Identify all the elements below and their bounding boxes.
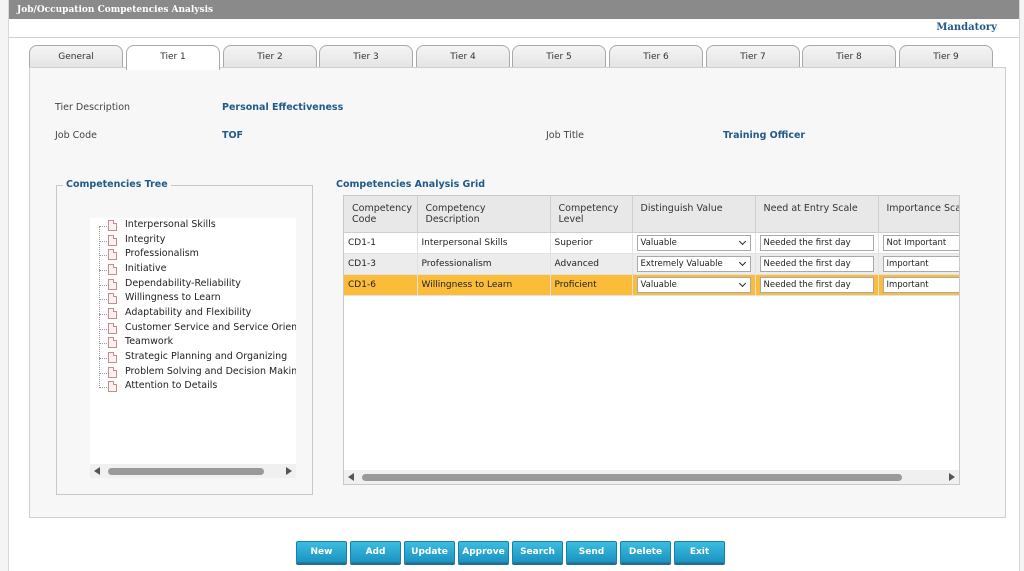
tab-tier-3[interactable]: Tier 3 bbox=[319, 45, 413, 68]
chevron-down-icon bbox=[738, 258, 746, 266]
importance-scale-field[interactable]: Important bbox=[882, 276, 959, 293]
competencies-grid-title: Competencies Analysis Grid bbox=[333, 179, 489, 190]
document-icon bbox=[108, 308, 117, 319]
tab-panel: Tier Description Personal Effectiveness … bbox=[29, 67, 1006, 518]
competencies-tree: Interpersonal Skills Integrity Professio… bbox=[90, 218, 296, 478]
window-title: Job/Occupation Competencies Analysis bbox=[9, 0, 1019, 19]
tier-description-label: Tier Description bbox=[55, 102, 131, 113]
tier-description-value: Personal Effectiveness bbox=[222, 102, 344, 113]
competency-description-cell: Willingness to Learn bbox=[417, 274, 551, 296]
document-icon bbox=[108, 279, 117, 290]
competency-code-cell: CD1-1 bbox=[344, 232, 418, 254]
tab-tier-5[interactable]: Tier 5 bbox=[512, 45, 606, 68]
competencies-tree-box: Interpersonal Skills Integrity Professio… bbox=[56, 185, 313, 495]
scroll-right-icon[interactable] bbox=[286, 467, 292, 475]
document-icon bbox=[108, 293, 117, 304]
distinguish-value-text: Valuable bbox=[640, 237, 677, 248]
column-header[interactable]: Competency Description bbox=[417, 196, 551, 233]
column-header[interactable]: Distinguish Value bbox=[632, 196, 756, 233]
importance-scale-field[interactable]: Not Important bbox=[882, 234, 959, 251]
column-header[interactable]: Competency Level bbox=[550, 196, 633, 233]
tab-general[interactable]: General bbox=[29, 45, 123, 68]
scroll-right-icon[interactable] bbox=[949, 473, 955, 481]
search-button[interactable]: Search bbox=[512, 541, 563, 563]
document-icon bbox=[108, 381, 117, 392]
scroll-thumb[interactable] bbox=[108, 468, 264, 475]
competency-level-cell: Advanced bbox=[550, 253, 633, 275]
entry-scale-field[interactable]: Needed the first day bbox=[759, 234, 874, 251]
grid-scrollbar[interactable] bbox=[344, 470, 959, 484]
document-icon bbox=[108, 220, 117, 231]
approve-button[interactable]: Approve bbox=[458, 541, 509, 563]
scroll-left-icon[interactable] bbox=[348, 473, 354, 481]
competencies-tree-title: Competencies Tree bbox=[63, 179, 171, 190]
competency-level-cell: Proficient bbox=[550, 274, 633, 296]
update-button[interactable]: Update bbox=[404, 541, 455, 563]
distinguish-value-text: Valuable bbox=[640, 279, 677, 290]
job-title-label: Job Title bbox=[546, 130, 585, 141]
new-button[interactable]: New bbox=[296, 541, 347, 563]
competency-description-cell: Professionalism bbox=[417, 253, 551, 275]
job-code-value: TOF bbox=[222, 130, 244, 141]
tree-connector bbox=[99, 226, 100, 388]
competency-code-cell: CD1-3 bbox=[344, 253, 418, 275]
document-icon bbox=[108, 367, 117, 378]
header-divider bbox=[9, 37, 1019, 38]
tab-tier-4[interactable]: Tier 4 bbox=[416, 45, 510, 68]
send-button[interactable]: Send bbox=[566, 541, 617, 563]
tab-tier-6[interactable]: Tier 6 bbox=[609, 45, 703, 68]
document-icon bbox=[108, 249, 117, 260]
entry-scale-field[interactable]: Needed the first day bbox=[759, 276, 874, 293]
document-icon bbox=[108, 352, 117, 363]
column-header[interactable]: Need at Entry Scale bbox=[755, 196, 879, 233]
delete-button[interactable]: Delete bbox=[620, 541, 671, 563]
tree-scrollbar[interactable] bbox=[90, 464, 296, 478]
main-window: Job/Occupation Competencies Analysis Man… bbox=[8, 0, 1020, 571]
tab-tier-2[interactable]: Tier 2 bbox=[223, 45, 317, 68]
job-title-value: Training Officer bbox=[723, 130, 806, 141]
table-row[interactable]: CD1-3 Professionalism Advanced Extremely… bbox=[344, 253, 959, 275]
tab-tier-8[interactable]: Tier 8 bbox=[802, 45, 896, 68]
tab-tier-1[interactable]: Tier 1 bbox=[126, 45, 220, 70]
chevron-down-icon bbox=[738, 237, 746, 245]
table-row-selected[interactable]: CD1-6 Willingness to Learn Proficient Va… bbox=[344, 274, 959, 296]
distinguish-value-select[interactable]: Valuable bbox=[636, 276, 751, 293]
competency-description-cell: Interpersonal Skills bbox=[417, 232, 551, 254]
exit-button[interactable]: Exit bbox=[674, 541, 725, 563]
tab-tier-7[interactable]: Tier 7 bbox=[706, 45, 800, 68]
document-icon bbox=[108, 235, 117, 246]
document-icon bbox=[108, 323, 117, 334]
distinguish-value-text: Extremely Valuable bbox=[640, 258, 723, 269]
add-button[interactable]: Add bbox=[350, 541, 401, 563]
document-icon bbox=[108, 337, 117, 348]
tab-tier-9[interactable]: Tier 9 bbox=[899, 45, 993, 68]
distinguish-value-select[interactable]: Extremely Valuable bbox=[636, 255, 751, 272]
column-header[interactable]: Competency Code bbox=[344, 196, 418, 233]
scroll-thumb[interactable] bbox=[362, 474, 902, 481]
distinguish-value-select[interactable]: Valuable bbox=[636, 234, 751, 251]
importance-scale-field[interactable]: Important bbox=[882, 255, 959, 272]
entry-scale-field[interactable]: Needed the first day bbox=[759, 255, 874, 272]
job-code-label: Job Code bbox=[55, 130, 97, 141]
competency-code-cell: CD1-6 bbox=[344, 274, 418, 296]
scroll-left-icon[interactable] bbox=[94, 467, 100, 475]
column-header[interactable]: Importance Scale bbox=[878, 196, 959, 233]
table-row[interactable]: CD1-1 Interpersonal Skills Superior Valu… bbox=[344, 232, 959, 254]
mandatory-label: Mandatory bbox=[936, 22, 997, 33]
competency-level-cell: Superior bbox=[550, 232, 633, 254]
chevron-down-icon bbox=[738, 279, 746, 287]
document-icon bbox=[108, 264, 117, 275]
competencies-grid: Competency Code Competency Description C… bbox=[343, 195, 960, 485]
